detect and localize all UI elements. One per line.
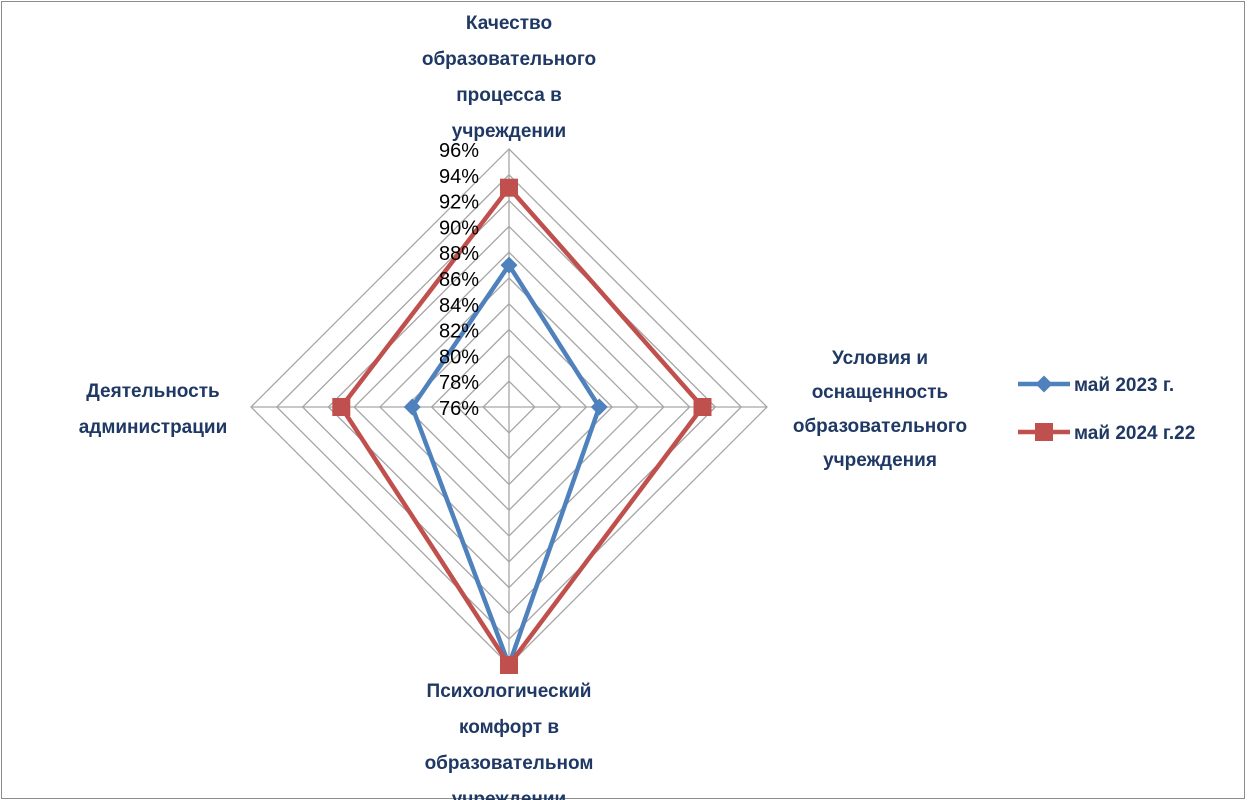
legend-label-1: май 2023 г.: [1074, 375, 1174, 396]
series-2-marker: [332, 398, 351, 416]
series-1-marker: [590, 398, 608, 416]
series-1-marker: [500, 256, 518, 274]
r-tick-label: 86%: [439, 269, 479, 291]
series-2-marker: [500, 178, 518, 197]
r-tick-label: 76%: [439, 398, 479, 420]
series-2-marker: [500, 656, 518, 674]
series: [332, 178, 712, 674]
r-axis-ticks: 76% 78% 80% 82% 84% 86% 88% 90% 92% 94% 96%: [439, 140, 479, 420]
r-tick-label: 96%: [439, 140, 479, 162]
legend: май 2023 г. май 2024 г.22: [1018, 375, 1195, 444]
r-tick-label: 84%: [439, 295, 479, 317]
series-2-marker: [693, 398, 712, 416]
r-tick-label: 78%: [439, 372, 479, 394]
category-labels: Качество образовательного процесса в учрежд…: [79, 13, 967, 800]
r-tick-label: 94%: [439, 166, 479, 188]
r-tick-label: 88%: [439, 243, 479, 265]
category-label: Психологический комфорт в образовательном у…: [425, 681, 594, 800]
r-tick-label: 80%: [439, 346, 479, 368]
grid: [250, 148, 768, 666]
category-label: Деятельность администрации: [79, 381, 228, 438]
category-label: Качество образовательного процесса в учрежд…: [422, 13, 596, 142]
legend-marker-1: [1035, 375, 1053, 393]
series-line-2: [339, 185, 705, 668]
legend-label-2: май 2024 г.22: [1074, 423, 1195, 444]
legend-marker-2: [1035, 423, 1053, 441]
r-tick-label: 92%: [439, 192, 479, 214]
category-label: Условия и оснащенность образовательного учр…: [793, 348, 967, 471]
series-1-marker: [403, 398, 421, 416]
r-tick-label: 90%: [439, 217, 479, 239]
r-tick-label: 82%: [439, 321, 479, 343]
